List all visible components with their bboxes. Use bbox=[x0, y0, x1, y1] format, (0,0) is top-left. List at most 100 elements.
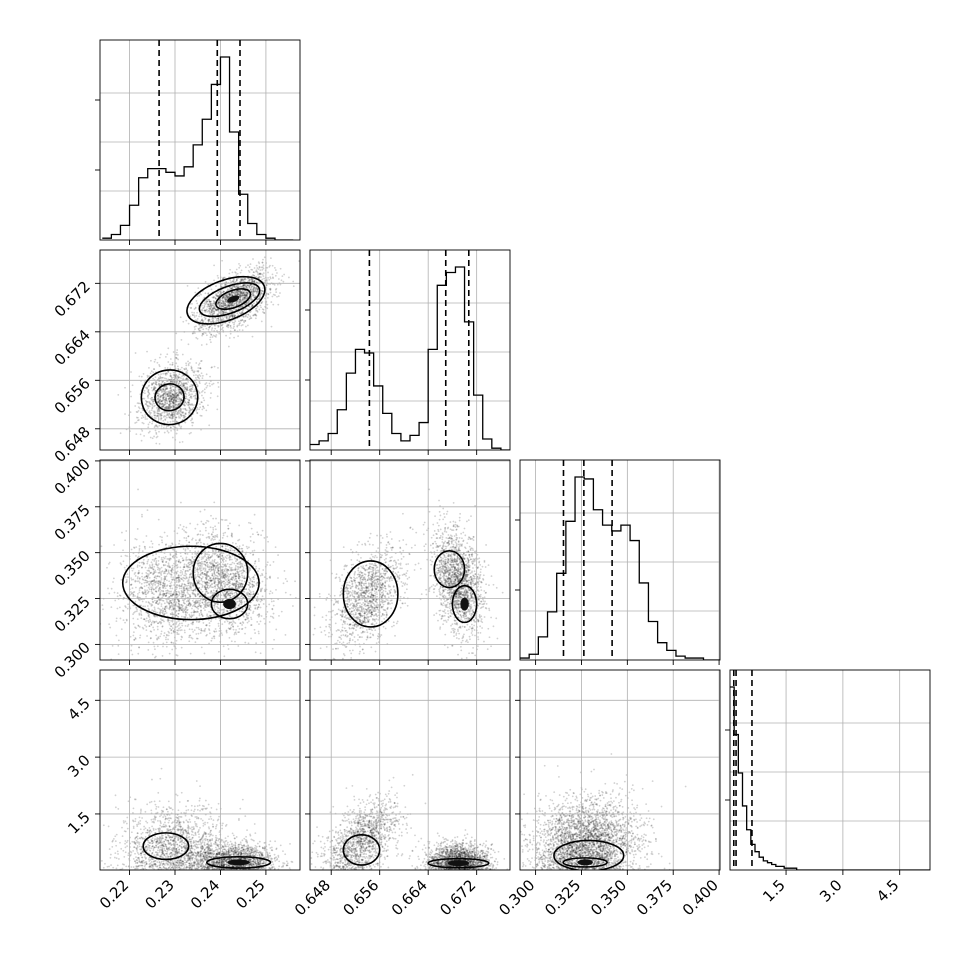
scatter-point bbox=[188, 575, 191, 578]
scatter-point bbox=[160, 558, 163, 561]
scatter-point bbox=[159, 402, 162, 405]
scatter-point bbox=[183, 386, 186, 389]
scatter-point bbox=[220, 632, 223, 635]
scatter-point bbox=[166, 430, 169, 432]
scatter-point bbox=[181, 609, 183, 612]
scatter-point bbox=[223, 301, 225, 304]
scatter-point bbox=[155, 602, 158, 604]
scatter-point bbox=[175, 556, 178, 559]
scatter-point bbox=[217, 326, 220, 328]
scatter-point bbox=[147, 404, 149, 407]
scatter-point bbox=[152, 371, 155, 374]
scatter-point bbox=[271, 273, 274, 276]
scatter-point bbox=[169, 403, 172, 405]
scatter-point bbox=[201, 601, 204, 604]
scatter-point bbox=[257, 570, 259, 572]
scatter-point bbox=[177, 560, 180, 563]
scatter-point bbox=[160, 618, 162, 620]
scatter-point bbox=[267, 276, 269, 279]
scatter-point bbox=[180, 410, 182, 413]
scatter-point bbox=[233, 286, 236, 289]
scatter-point bbox=[164, 398, 167, 400]
scatter-point bbox=[254, 287, 256, 290]
scatter-point bbox=[157, 410, 160, 412]
scatter-point bbox=[178, 388, 181, 391]
scatter-point bbox=[196, 411, 199, 414]
scatter-point bbox=[226, 305, 229, 308]
scatter-point bbox=[189, 358, 192, 360]
scatter-point bbox=[171, 395, 174, 398]
scatter-point bbox=[151, 584, 154, 587]
scatter-point bbox=[165, 416, 168, 419]
scatter-point bbox=[162, 587, 165, 590]
scatter-point bbox=[175, 421, 178, 423]
scatter-point bbox=[162, 376, 164, 379]
scatter-point bbox=[240, 300, 243, 303]
scatter-point bbox=[252, 280, 255, 283]
scatter-point bbox=[182, 320, 185, 323]
scatter-point bbox=[185, 526, 188, 529]
scatter-point bbox=[146, 569, 149, 572]
scatter-point bbox=[221, 297, 224, 300]
scatter-point bbox=[195, 381, 198, 384]
scatter-point bbox=[222, 329, 225, 332]
scatter-point bbox=[212, 526, 214, 529]
scatter-point bbox=[162, 582, 165, 585]
scatter-point bbox=[166, 372, 168, 375]
scatter-point bbox=[162, 582, 165, 584]
scatter-point bbox=[160, 577, 163, 579]
scatter-point bbox=[137, 576, 139, 578]
scatter-point bbox=[236, 286, 239, 289]
scatter-point bbox=[147, 397, 150, 399]
scatter-point bbox=[92, 638, 94, 640]
scatter-point bbox=[185, 362, 187, 365]
scatter-point bbox=[195, 383, 198, 386]
scatter-point bbox=[238, 295, 241, 298]
scatter-point bbox=[222, 296, 224, 299]
scatter-point bbox=[164, 610, 167, 612]
scatter-point bbox=[147, 423, 150, 426]
scatter-point bbox=[163, 608, 166, 610]
scatter-point bbox=[211, 311, 214, 313]
scatter-point bbox=[244, 553, 247, 555]
scatter-point bbox=[171, 604, 173, 607]
scatter-point bbox=[244, 298, 246, 301]
scatter-point bbox=[185, 395, 188, 398]
scatter-point bbox=[243, 296, 246, 299]
scatter-point bbox=[148, 402, 151, 404]
scatter-point bbox=[188, 411, 191, 414]
scatter-point bbox=[192, 406, 195, 409]
scatter-point bbox=[218, 299, 221, 302]
scatter-point bbox=[171, 436, 174, 439]
scatter-point bbox=[182, 593, 185, 596]
scatter-point bbox=[177, 398, 180, 401]
scatter-point bbox=[180, 577, 182, 580]
scatter-point bbox=[170, 398, 172, 401]
scatter-point bbox=[169, 566, 171, 569]
scatter-point bbox=[177, 403, 180, 406]
scatter-point bbox=[243, 296, 246, 299]
scatter-point bbox=[214, 297, 217, 300]
scatter-point bbox=[153, 392, 156, 395]
scatter-point bbox=[164, 394, 167, 397]
scatter-point bbox=[261, 261, 264, 264]
scatter-point bbox=[201, 324, 204, 327]
scatter-point bbox=[168, 390, 171, 392]
scatter-point bbox=[242, 298, 245, 300]
scatter-point bbox=[241, 576, 244, 579]
scatter-point bbox=[248, 612, 251, 615]
scatter-point bbox=[179, 414, 182, 417]
scatter-point bbox=[191, 424, 194, 427]
scatter-point bbox=[186, 388, 189, 391]
scatter-point bbox=[191, 614, 193, 616]
scatter-point bbox=[245, 313, 248, 316]
scatter-point bbox=[241, 278, 244, 281]
scatter-point bbox=[179, 391, 182, 394]
scatter-point bbox=[177, 388, 180, 391]
scatter-point bbox=[204, 311, 207, 313]
scatter-point bbox=[124, 605, 127, 607]
scatter-point bbox=[255, 286, 258, 289]
scatter-point bbox=[203, 508, 206, 511]
scatter-point bbox=[224, 315, 226, 318]
scatter-point bbox=[190, 306, 192, 309]
